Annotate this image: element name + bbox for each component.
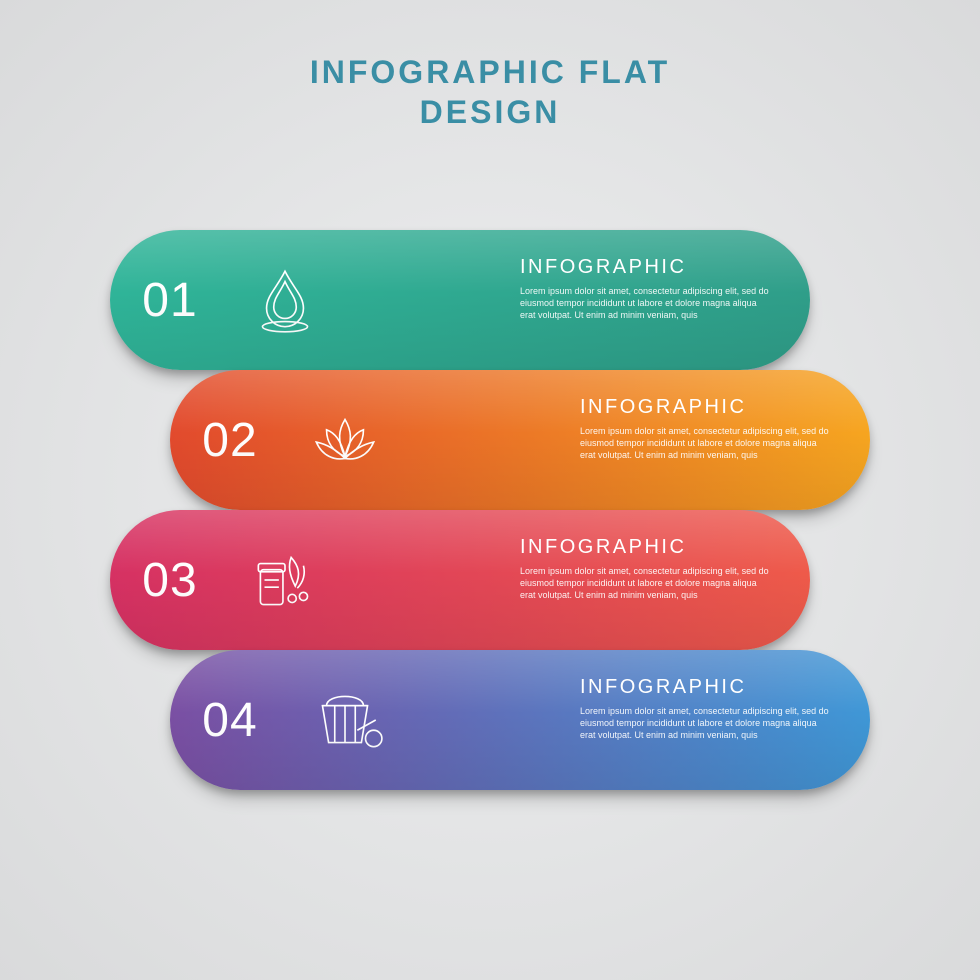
- bucket-icon: [290, 679, 400, 761]
- step-heading: INFOGRAPHIC: [520, 536, 770, 559]
- lotus-icon: [290, 399, 400, 481]
- step-number: 03: [110, 553, 230, 608]
- step-text: INFOGRAPHIC Lorem ipsum dolor sit amet, …: [580, 396, 830, 461]
- step-number: 01: [110, 273, 230, 328]
- step-heading: INFOGRAPHIC: [580, 676, 830, 699]
- step-body: Lorem ipsum dolor sit amet, consectetur …: [520, 565, 770, 601]
- infographic-row-1: 01 INFOGRAPHIC Lorem ipsum dolor sit ame…: [110, 230, 810, 370]
- step-number: 02: [170, 413, 290, 468]
- infographic-row-3: 03 INFOGRAPHIC Lorem ipsum dolor sit ame…: [110, 510, 810, 650]
- step-heading: INFOGRAPHIC: [580, 396, 830, 419]
- step-body: Lorem ipsum dolor sit amet, consectetur …: [580, 705, 830, 741]
- page-title: INFOGRAPHIC FLAT DESIGN: [0, 52, 980, 132]
- step-text: INFOGRAPHIC Lorem ipsum dolor sit amet, …: [520, 536, 770, 601]
- page-title-line2: DESIGN: [0, 92, 980, 132]
- step-body: Lorem ipsum dolor sit amet, consectetur …: [580, 425, 830, 461]
- step-text: INFOGRAPHIC Lorem ipsum dolor sit amet, …: [580, 676, 830, 741]
- step-heading: INFOGRAPHIC: [520, 256, 770, 279]
- drop-icon: [230, 259, 340, 341]
- page-title-line1: INFOGRAPHIC FLAT: [0, 52, 980, 92]
- step-body: Lorem ipsum dolor sit amet, consectetur …: [520, 285, 770, 321]
- infographic-row-4: 04 INFOGRAPHIC Lorem ipsum dolor sit ame…: [170, 650, 870, 790]
- herbal-jar-icon: [230, 539, 340, 621]
- infographic-row-2: 02 INFOGRAPHIC Lorem ipsum dolor sit ame…: [170, 370, 870, 510]
- step-text: INFOGRAPHIC Lorem ipsum dolor sit amet, …: [520, 256, 770, 321]
- step-number: 04: [170, 693, 290, 748]
